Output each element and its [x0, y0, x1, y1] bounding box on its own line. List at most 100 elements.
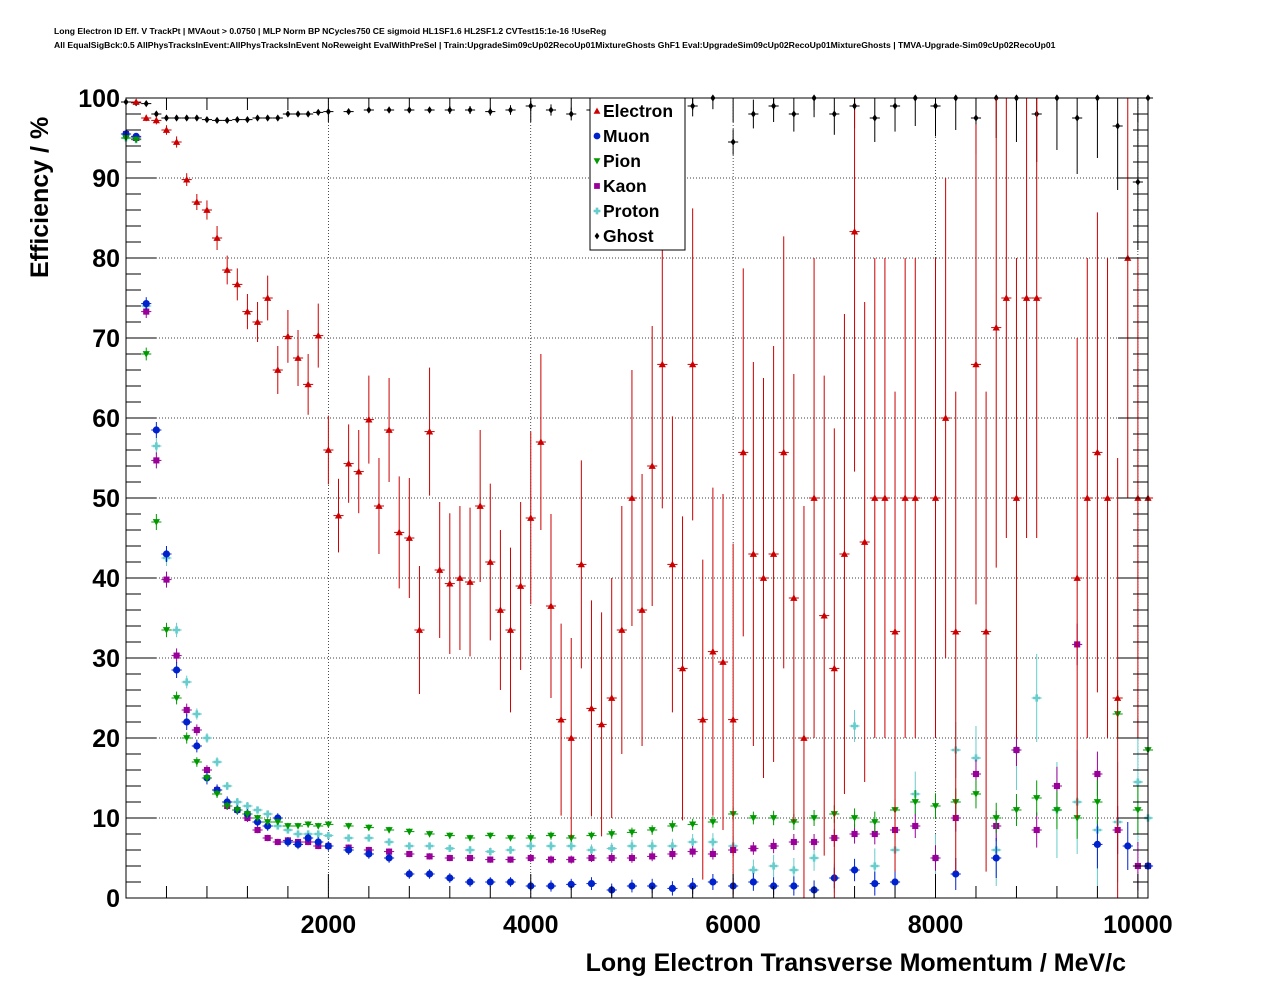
electron-point: [517, 582, 525, 589]
proton-point: [466, 846, 474, 854]
muon-point: [1093, 840, 1102, 849]
muon-point: [749, 878, 757, 886]
electron-point: [264, 294, 272, 301]
kaon-point: [274, 838, 281, 846]
pion-point: [790, 819, 798, 826]
proton-point: [749, 866, 757, 874]
electron-point: [891, 628, 899, 635]
y-tick-label: 100: [78, 85, 120, 113]
kaon-point: [254, 826, 261, 834]
electron-point: [638, 606, 646, 613]
pion-point: [274, 819, 282, 826]
electron-point: [162, 126, 171, 133]
pion-point: [1053, 807, 1061, 814]
y-tick-label: 0: [106, 885, 120, 913]
legend-box: [589, 97, 686, 251]
chart-header-line-2: All EqualSigBck:0.5 AllPhysTracksInEvent…: [54, 40, 1056, 50]
electron-point: [1033, 294, 1041, 301]
muon-point: [486, 878, 494, 886]
proton-point: [871, 862, 879, 870]
y-tick-label: 80: [92, 245, 120, 273]
legend-marker-electron: [593, 107, 601, 114]
muon-point: [547, 882, 555, 890]
y-tick-label: 40: [92, 565, 120, 593]
kaon-point: [466, 854, 474, 862]
electron-point: [658, 360, 666, 368]
electron-point: [223, 266, 231, 273]
muon-point: [405, 870, 413, 878]
x-tick-label: 8000: [908, 911, 964, 939]
electron-point: [861, 538, 869, 545]
x-tick-label: 10000: [1103, 911, 1173, 939]
muon-point: [628, 882, 636, 890]
kaon-point: [770, 842, 777, 850]
kaon-point: [709, 850, 716, 858]
kaon-point: [143, 308, 150, 315]
pion-point: [203, 775, 211, 782]
muon-point: [264, 822, 272, 830]
muon-point: [506, 878, 515, 886]
electron-point: [1083, 494, 1091, 501]
electron-point: [132, 98, 140, 105]
electron-point: [911, 494, 919, 501]
muon-point: [304, 834, 312, 842]
electron-point: [355, 468, 363, 475]
electron-point: [577, 560, 585, 568]
electron-point: [314, 332, 322, 339]
proton-point: [294, 830, 302, 838]
electron-point: [678, 664, 687, 672]
kaon-point: [689, 848, 696, 855]
pion-point: [294, 823, 302, 830]
ghost-point: [285, 110, 291, 118]
proton-point: [365, 834, 373, 842]
ghost-point: [244, 116, 250, 124]
electron-point: [830, 664, 838, 672]
muon-point: [992, 854, 1000, 862]
ghost-point: [346, 108, 352, 116]
electron-point: [931, 494, 940, 501]
muon-point: [567, 880, 575, 889]
y-axis-title: Efficiency / %: [26, 117, 54, 278]
electron-point: [395, 528, 403, 536]
muon-point: [446, 874, 454, 882]
ghost-point: [507, 106, 514, 114]
legend-label-muon: Muon: [603, 126, 650, 146]
pion-point: [304, 821, 312, 828]
ghost-point: [1135, 178, 1141, 186]
muon-point: [345, 846, 353, 854]
pion-point: [405, 828, 413, 836]
kaon-point: [1053, 782, 1060, 790]
pion-point: [972, 791, 980, 798]
ghost-point: [548, 106, 554, 114]
pion-point: [810, 815, 818, 822]
pion-point: [193, 759, 201, 766]
ghost-point: [1115, 122, 1121, 130]
proton-point: [345, 834, 353, 842]
pion-point: [466, 835, 474, 842]
ghost-point: [214, 116, 220, 124]
pion-point: [152, 519, 160, 526]
electron-point: [506, 626, 515, 633]
pion-point: [365, 824, 373, 832]
electron-point: [466, 578, 474, 585]
proton-point: [324, 832, 332, 840]
electron-point: [739, 448, 747, 456]
electron-point: [385, 426, 393, 433]
electron-point: [1073, 574, 1081, 581]
series-electron: [131, 98, 1154, 898]
kaon-point: [527, 854, 534, 862]
pion-point: [132, 136, 140, 144]
muon-point: [668, 884, 677, 893]
proton-point: [213, 758, 221, 766]
muon-point: [871, 880, 879, 888]
electron-point: [294, 354, 302, 361]
pion-point: [162, 627, 171, 634]
ghost-point: [386, 106, 392, 114]
electron-point: [253, 318, 262, 325]
proton-point: [1134, 778, 1142, 786]
kaon-point: [790, 838, 797, 846]
electron-point: [790, 594, 798, 601]
pion-point: [183, 735, 191, 742]
muon-point: [385, 854, 393, 862]
chart-header-line-1: Long Electron ID Eff. V TrackPt | MVAout…: [54, 26, 607, 36]
